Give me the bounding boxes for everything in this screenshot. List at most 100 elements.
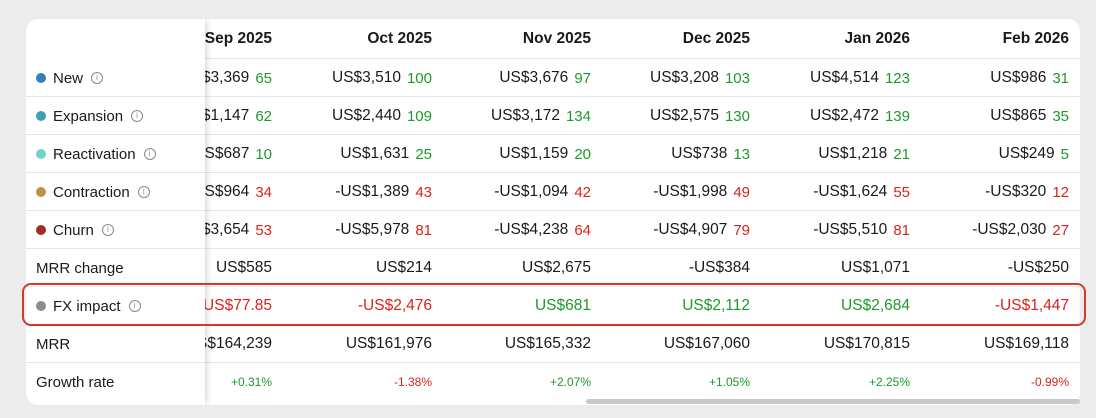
row-label-column: New i Expansion i Reactivation i Contraction i C… bbox=[26, 19, 205, 405]
amount-value: US$167,060 bbox=[663, 335, 750, 352]
row-label-text: FX impact bbox=[53, 297, 121, 315]
value-cell: US$1,159 20 bbox=[432, 135, 591, 173]
customer-count: 81 bbox=[415, 221, 432, 239]
amount-value: US$681 bbox=[534, 297, 591, 314]
value-cell: US$165,332 bbox=[432, 325, 591, 363]
table-row: US$1,147 62 US$2,440 109 US$3,172 134 US$2,575… bbox=[26, 97, 1080, 135]
amount-value: US$2,440 bbox=[332, 107, 401, 124]
row-label-text: Expansion bbox=[53, 107, 124, 125]
amount-value: US$169,118 bbox=[983, 335, 1069, 352]
value-cell: -US$5,978 81 bbox=[273, 211, 432, 249]
row-divider bbox=[26, 286, 1080, 287]
month-header[interactable]: Dec 2025 bbox=[682, 30, 750, 47]
table-row: US$3,369 65 US$3,510 100 US$3,676 97 US$3,208 1… bbox=[26, 59, 1080, 97]
value-cell: US$681 bbox=[432, 287, 591, 325]
table-header-row: Sep 2025 Oct 2025 Nov 2025 Dec 2025 Jan 2026… bbox=[26, 19, 1080, 59]
amount-value: -US$5,510 bbox=[813, 221, 888, 238]
fx-impact-highlight bbox=[22, 283, 1086, 326]
value-cell: -US$2,476 bbox=[273, 287, 432, 325]
amount-value: US$687 bbox=[193, 145, 250, 162]
value-cell: -US$1,447 bbox=[910, 287, 1069, 325]
value-cell: -US$2,030 27 bbox=[910, 211, 1069, 249]
horizontal-scrollbar[interactable] bbox=[586, 399, 1080, 404]
amount-value: +2.07% bbox=[549, 375, 591, 389]
series-dot bbox=[36, 73, 46, 83]
amount-value: -US$250 bbox=[1007, 259, 1069, 276]
amount-value: -US$4,907 bbox=[653, 221, 728, 238]
value-cell: -US$384 bbox=[591, 249, 750, 287]
customer-count: 130 bbox=[724, 107, 750, 125]
month-header[interactable]: Oct 2025 bbox=[367, 30, 432, 47]
value-cell: US$2,112 bbox=[591, 287, 750, 325]
value-cell: US$1,218 21 bbox=[751, 135, 910, 173]
amount-value: US$1,631 bbox=[340, 145, 410, 162]
series-dot bbox=[36, 301, 46, 311]
amount-value: US$738 bbox=[671, 145, 728, 162]
customer-count: 35 bbox=[1052, 107, 1069, 125]
row-label: MRR bbox=[26, 325, 205, 363]
month-header[interactable]: Feb 2026 bbox=[1002, 30, 1069, 47]
amount-value: -US$1,624 bbox=[813, 183, 888, 200]
amount-value: US$2,684 bbox=[841, 297, 910, 314]
customer-count: 55 bbox=[893, 183, 910, 201]
customer-count: 53 bbox=[255, 221, 272, 239]
customer-count: 109 bbox=[406, 107, 432, 125]
amount-value: +1.05% bbox=[708, 375, 750, 389]
value-cell: US$249 5 bbox=[910, 135, 1069, 173]
row-label-text: Contraction bbox=[53, 183, 130, 201]
value-cell: -US$5,510 81 bbox=[751, 211, 910, 249]
row-divider bbox=[26, 172, 1080, 173]
mrr-breakdown-table: Sep 2025 Oct 2025 Nov 2025 Dec 2025 Jan 2026… bbox=[26, 19, 1080, 405]
customer-count: 20 bbox=[574, 145, 591, 163]
row-divider bbox=[26, 210, 1080, 211]
amount-value: US$3,208 bbox=[650, 69, 719, 86]
amount-value: US$2,575 bbox=[650, 107, 719, 124]
amount-value: US$165,332 bbox=[504, 335, 591, 352]
amount-value: US$164,239 bbox=[185, 335, 272, 352]
amount-value: US$2,472 bbox=[810, 107, 879, 124]
amount-value: -US$320 bbox=[985, 183, 1047, 200]
row-label: New i bbox=[26, 59, 205, 97]
customer-count: 27 bbox=[1052, 221, 1069, 239]
amount-value: US$3,510 bbox=[332, 69, 401, 86]
series-dot bbox=[36, 225, 46, 235]
amount-value: US$161,976 bbox=[345, 335, 432, 352]
value-cell: US$167,060 bbox=[591, 325, 750, 363]
table-row: US$687 10 US$1,631 25 US$1,159 20 US$738 13 US$1… bbox=[26, 135, 1080, 173]
month-header[interactable]: Nov 2025 bbox=[522, 30, 591, 47]
value-cell: -US$4,907 79 bbox=[591, 211, 750, 249]
amount-value: -US$5,978 bbox=[335, 221, 410, 238]
info-icon[interactable]: i bbox=[143, 148, 156, 160]
row-divider bbox=[26, 248, 1080, 249]
customer-count: 5 bbox=[1060, 145, 1069, 163]
value-cell: US$2,684 bbox=[751, 287, 910, 325]
amount-value: US$1,159 bbox=[499, 145, 569, 162]
row-label: MRR change bbox=[26, 249, 205, 287]
month-header[interactable]: Jan 2026 bbox=[844, 30, 911, 47]
value-cell: +0.31% bbox=[113, 363, 272, 401]
row-divider bbox=[26, 286, 205, 287]
customer-count: 49 bbox=[733, 183, 750, 201]
info-icon[interactable]: i bbox=[137, 186, 150, 198]
value-cell: US$2,472 139 bbox=[751, 97, 910, 135]
amount-value: US$1,071 bbox=[841, 259, 910, 276]
month-header[interactable]: Sep 2025 bbox=[204, 30, 272, 47]
row-label: Reactivation i bbox=[26, 135, 205, 173]
info-icon[interactable]: i bbox=[128, 300, 141, 312]
value-cell: -US$4,238 64 bbox=[432, 211, 591, 249]
row-label-text: Growth rate bbox=[36, 373, 115, 391]
amount-value: US$170,815 bbox=[823, 335, 910, 352]
customer-count: 81 bbox=[893, 221, 910, 239]
amount-value: -US$1,998 bbox=[653, 183, 728, 200]
info-icon[interactable]: i bbox=[91, 72, 104, 84]
row-label: Growth rate bbox=[26, 363, 205, 401]
row-divider bbox=[26, 210, 205, 211]
value-cell: -US$1,094 42 bbox=[432, 173, 591, 211]
customer-count: 43 bbox=[415, 183, 432, 201]
series-dot bbox=[36, 187, 46, 197]
info-icon[interactable]: i bbox=[131, 110, 144, 122]
value-cell: US$1,071 bbox=[751, 249, 910, 287]
info-icon[interactable]: i bbox=[101, 224, 114, 236]
value-cell: -US$77.85 bbox=[113, 287, 272, 325]
value-cell: US$170,815 bbox=[751, 325, 910, 363]
